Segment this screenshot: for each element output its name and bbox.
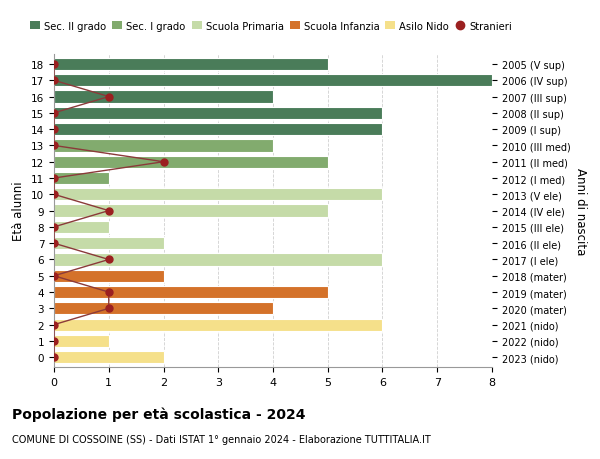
Y-axis label: Età alunni: Età alunni (13, 181, 25, 241)
Legend: Sec. II grado, Sec. I grado, Scuola Primaria, Scuola Infanzia, Asilo Nido, Stran: Sec. II grado, Sec. I grado, Scuola Prim… (28, 19, 514, 34)
Text: Popolazione per età scolastica - 2024: Popolazione per età scolastica - 2024 (12, 406, 305, 421)
Bar (54, 124, 383, 136)
Point (49, 273, 59, 280)
Bar (54, 319, 383, 331)
Bar (54, 254, 383, 266)
Point (49, 240, 59, 247)
Bar (54, 173, 109, 185)
Bar (54, 302, 273, 315)
Point (104, 305, 113, 312)
Bar (54, 286, 328, 298)
Bar (54, 91, 273, 103)
Point (104, 256, 113, 263)
Point (49, 61, 59, 68)
Bar (54, 156, 328, 168)
Point (49, 354, 59, 361)
Bar (54, 221, 109, 234)
Point (49, 321, 59, 329)
Point (49, 142, 59, 150)
Point (49, 175, 59, 182)
Point (49, 224, 59, 231)
Bar (54, 59, 328, 71)
Point (104, 94, 113, 101)
Bar (54, 238, 163, 250)
Bar (54, 189, 383, 201)
Y-axis label: Anni di nascita: Anni di nascita (574, 168, 587, 255)
Bar (54, 335, 109, 347)
Point (49, 191, 59, 199)
Bar (54, 351, 163, 364)
Text: COMUNE DI COSSOINE (SS) - Dati ISTAT 1° gennaio 2024 - Elaborazione TUTTITALIA.I: COMUNE DI COSSOINE (SS) - Dati ISTAT 1° … (12, 434, 431, 444)
Bar (54, 270, 163, 282)
Point (104, 289, 113, 296)
Point (49, 110, 59, 117)
Bar (54, 75, 492, 87)
Bar (54, 107, 383, 120)
Bar (54, 205, 328, 217)
Point (49, 78, 59, 85)
Point (49, 126, 59, 134)
Point (104, 207, 113, 215)
Point (158, 159, 168, 166)
Bar (54, 140, 273, 152)
Point (49, 337, 59, 345)
